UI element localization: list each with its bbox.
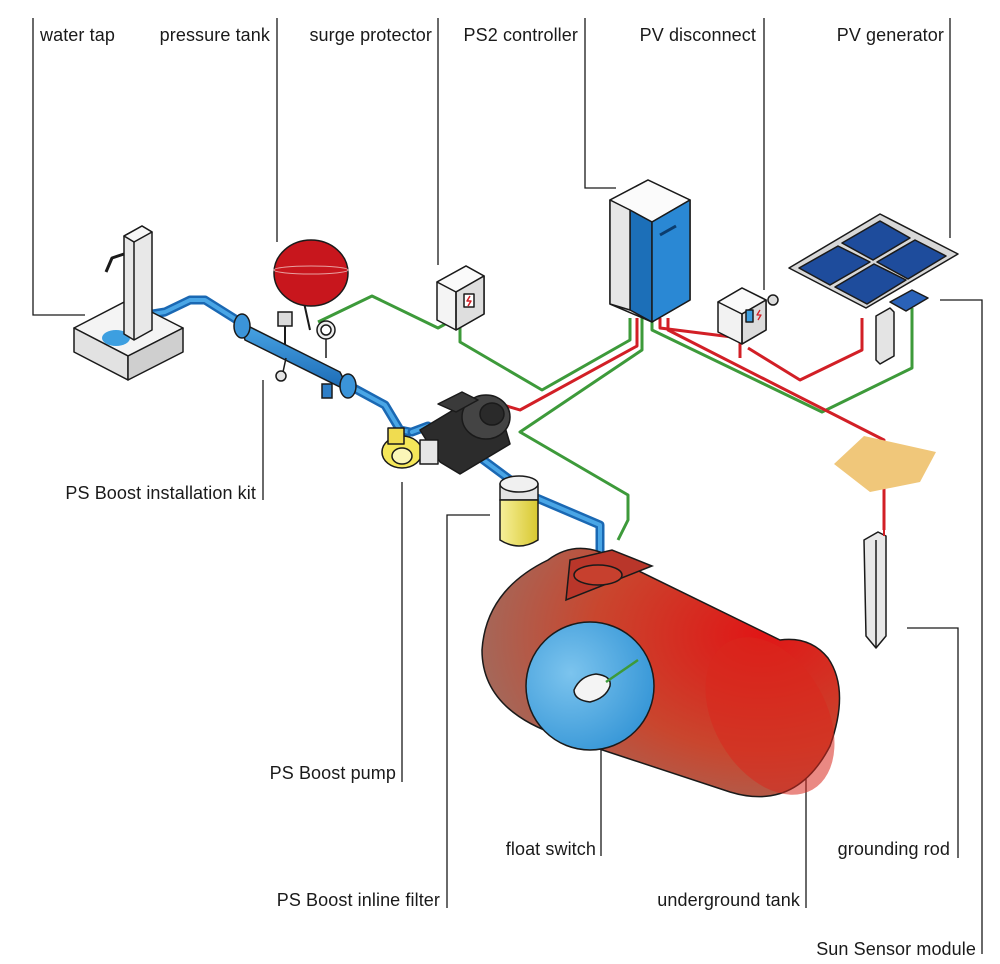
label-underground-tank: underground tank	[657, 890, 800, 910]
cable-surge-controller	[458, 318, 632, 392]
leader-inline-filter	[446, 514, 490, 908]
cable-controller-pump	[499, 318, 639, 412]
label-pv-generator: PV generator	[836, 25, 944, 45]
pressure-tank	[273, 239, 349, 331]
leader-ps2-controller	[584, 18, 616, 189]
surge-protector	[436, 265, 485, 331]
ps2-controller	[609, 179, 691, 323]
underground-tank	[481, 547, 841, 798]
installation-kit	[233, 311, 357, 399]
label-sun-sensor-module: Sun Sensor module	[816, 939, 976, 959]
label-surge-protector: surge protector	[309, 25, 432, 45]
label-pressure-tank: pressure tank	[159, 25, 270, 45]
green-cables	[317, 294, 914, 541]
water-tap	[73, 225, 184, 381]
label-float-switch: float switch	[505, 839, 596, 859]
grounding-rod	[863, 530, 887, 649]
cable-controller-sensor	[650, 308, 914, 414]
label-water-tap: water tap	[40, 25, 115, 45]
ps-boost-pump	[381, 391, 511, 475]
cable-controller-ground	[666, 318, 886, 530]
cable-controller-tank	[518, 318, 644, 541]
pv-disconnect	[717, 287, 779, 345]
label-grounding-rod: grounding rod	[837, 839, 950, 859]
cable-disconnect-generator	[747, 318, 864, 382]
label-ps2-controller: PS2 controller	[463, 25, 578, 45]
leader-sun-sensor	[940, 299, 983, 954]
cable-controller-disconnect	[658, 318, 742, 358]
label-pv-disconnect: PV disconnect	[639, 25, 756, 45]
label-ps-boost-pump: PS Boost pump	[269, 763, 396, 783]
label-ps-boost-installation-kit: PS Boost installation kit	[65, 483, 256, 503]
sun-sensor-module	[834, 436, 936, 492]
pv-generator	[788, 213, 959, 365]
inline-filter	[499, 475, 539, 547]
label-ps-boost-inline-filter: PS Boost inline filter	[276, 890, 440, 910]
leader-grounding-rod	[907, 627, 959, 858]
leader-water-tap	[32, 18, 85, 316]
